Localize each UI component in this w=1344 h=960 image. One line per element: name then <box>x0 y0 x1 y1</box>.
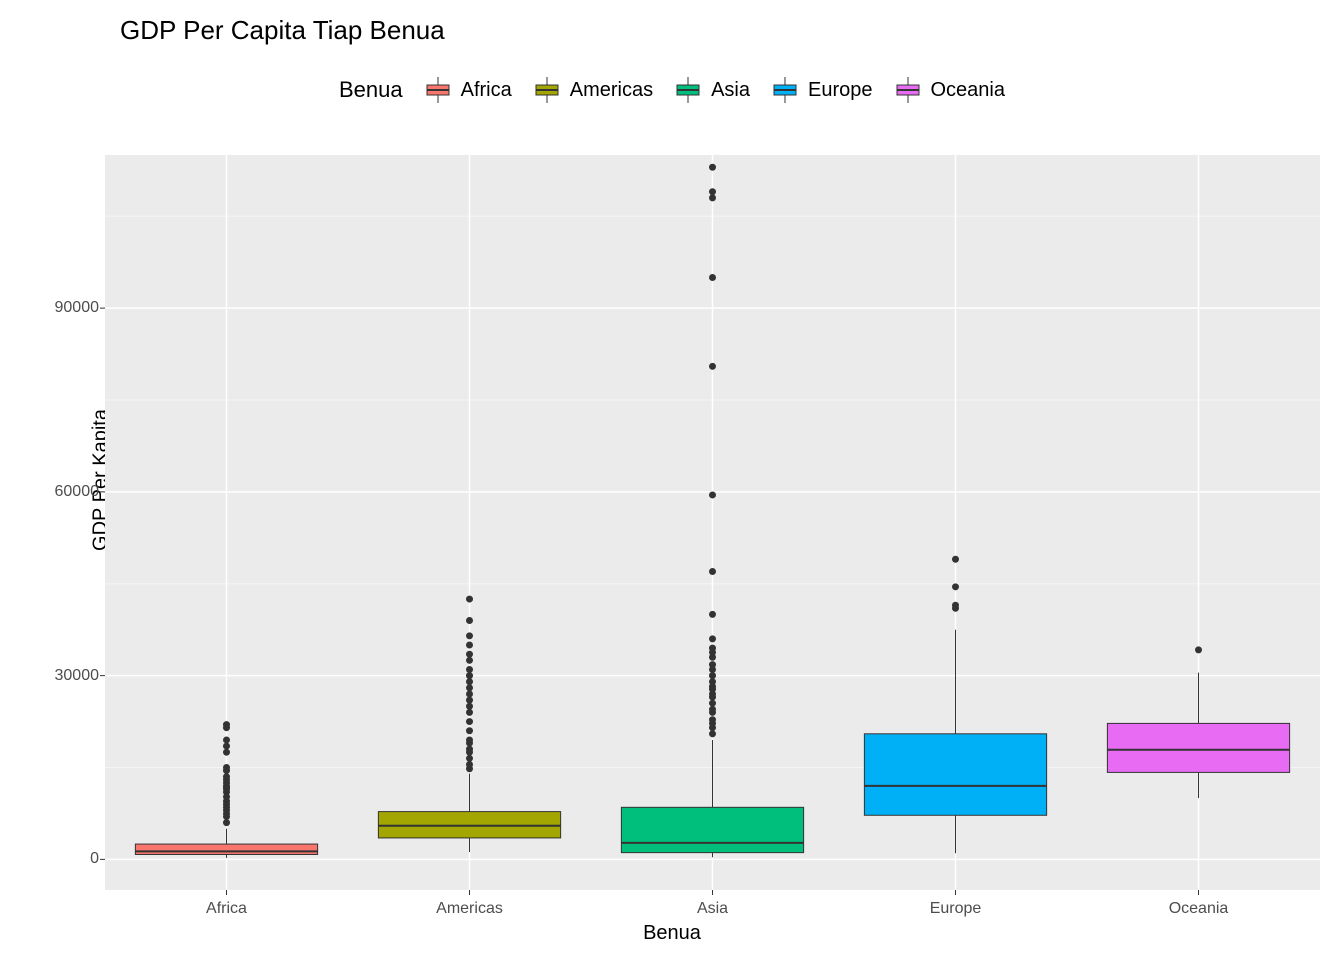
legend-label: Oceania <box>931 79 1006 102</box>
y-tick-label: 0 <box>39 850 99 868</box>
plot-area <box>105 155 1320 890</box>
x-tick-label: Africa <box>206 900 247 918</box>
legend: Benua Africa Americas Asia Europe Oceania <box>0 75 1344 105</box>
legend-item: Asia <box>673 75 750 105</box>
x-tick-label: Europe <box>930 900 982 918</box>
chart-title: GDP Per Capita Tiap Benua <box>120 15 445 46</box>
x-axis-label: Benua <box>643 922 701 945</box>
legend-item: Oceania <box>893 75 1006 105</box>
legend-item: Europe <box>770 75 873 105</box>
y-tick-label: 90000 <box>39 299 99 317</box>
legend-key-europe <box>770 75 800 105</box>
legend-title: Benua <box>339 77 403 103</box>
legend-label: Europe <box>808 79 873 102</box>
y-tick-label: 60000 <box>39 483 99 501</box>
legend-label: Americas <box>570 79 653 102</box>
x-tick-label: Asia <box>697 900 728 918</box>
legend-label: Africa <box>461 79 512 102</box>
y-tick-label: 30000 <box>39 667 99 685</box>
legend-key-africa <box>423 75 453 105</box>
legend-item: Americas <box>532 75 653 105</box>
chart-container: GDP Per Capita Tiap Benua Benua Africa Am… <box>0 0 1344 960</box>
x-tick-label: Americas <box>436 900 503 918</box>
legend-item: Africa <box>423 75 512 105</box>
legend-key-americas <box>532 75 562 105</box>
x-tick-label: Oceania <box>1169 900 1229 918</box>
legend-key-oceania <box>893 75 923 105</box>
legend-key-asia <box>673 75 703 105</box>
legend-label: Asia <box>711 79 750 102</box>
